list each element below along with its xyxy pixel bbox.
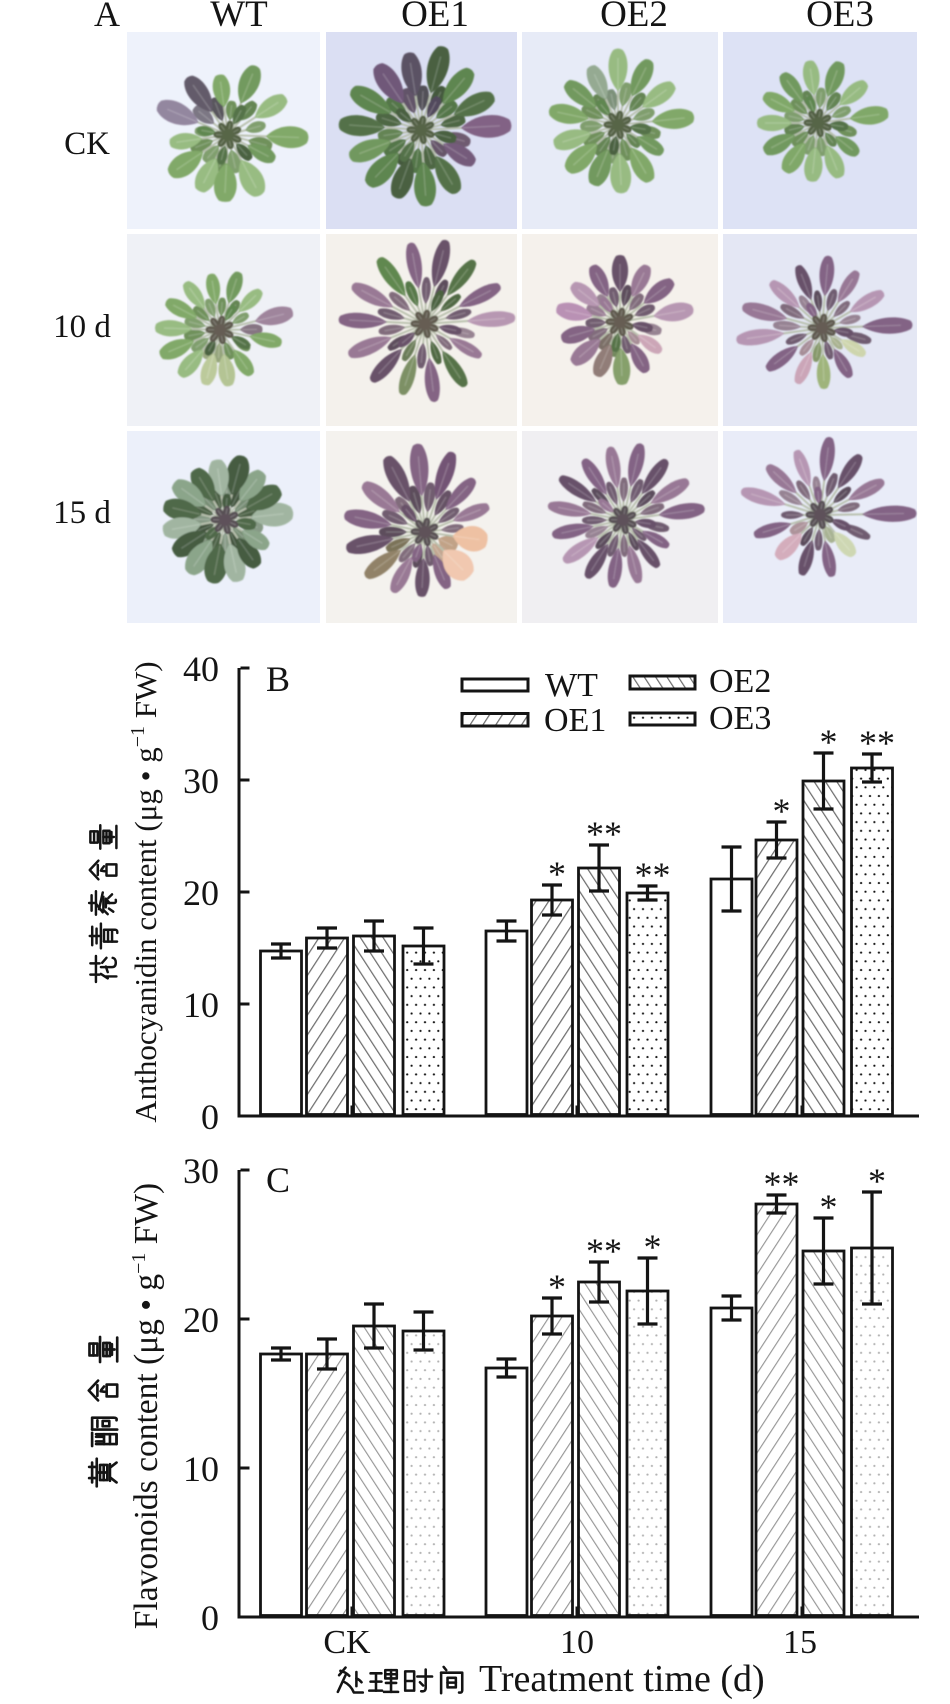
svg-text:*: * bbox=[820, 1187, 838, 1227]
svg-text:30: 30 bbox=[183, 1151, 219, 1191]
svg-text:0: 0 bbox=[201, 1097, 219, 1137]
svg-text:40: 40 bbox=[183, 649, 219, 689]
svg-text:*: * bbox=[548, 854, 566, 894]
svg-text:WT: WT bbox=[210, 0, 268, 35]
svg-text:15: 15 bbox=[783, 1624, 817, 1661]
svg-text:**: ** bbox=[859, 723, 895, 763]
svg-text:OE2: OE2 bbox=[709, 663, 771, 700]
svg-text:**: ** bbox=[586, 814, 622, 854]
svg-text:Treatment time (d): Treatment time (d) bbox=[479, 1658, 765, 1700]
svg-text:CK: CK bbox=[323, 1624, 371, 1661]
svg-text:OE1: OE1 bbox=[544, 702, 606, 739]
svg-text:Flavonoids content (μg • g−1 F: Flavonoids content (μg • g−1 FW) bbox=[128, 1183, 165, 1629]
svg-text:10: 10 bbox=[183, 1449, 219, 1489]
svg-text:OE3: OE3 bbox=[709, 700, 771, 737]
svg-text:20: 20 bbox=[183, 873, 219, 913]
svg-text:A: A bbox=[94, 0, 120, 34]
svg-text:*: * bbox=[773, 791, 791, 831]
svg-text:**: ** bbox=[635, 855, 671, 895]
svg-text:10 d: 10 d bbox=[53, 309, 111, 345]
svg-text:15 d: 15 d bbox=[53, 495, 111, 531]
svg-text:OE1: OE1 bbox=[401, 0, 469, 35]
svg-text:*: * bbox=[868, 1161, 886, 1201]
svg-text:20: 20 bbox=[183, 1300, 219, 1340]
svg-text:*: * bbox=[820, 722, 838, 762]
svg-text:B: B bbox=[266, 659, 290, 699]
svg-text:0: 0 bbox=[201, 1598, 219, 1638]
svg-text:10: 10 bbox=[560, 1624, 594, 1661]
svg-text:30: 30 bbox=[183, 761, 219, 801]
svg-text:Anthocyanidin content (μg • g−: Anthocyanidin content (μg • g−1 FW) bbox=[127, 661, 163, 1122]
svg-text:WT: WT bbox=[545, 667, 598, 704]
svg-text:**: ** bbox=[764, 1164, 800, 1204]
svg-text:*: * bbox=[548, 1267, 566, 1307]
svg-text:CK: CK bbox=[64, 126, 110, 162]
svg-text:OE2: OE2 bbox=[600, 0, 668, 35]
svg-text:C: C bbox=[266, 1160, 290, 1200]
svg-text:**: ** bbox=[586, 1231, 622, 1271]
svg-text:10: 10 bbox=[183, 985, 219, 1025]
svg-text:OE3: OE3 bbox=[806, 0, 874, 35]
svg-text:*: * bbox=[644, 1227, 662, 1267]
